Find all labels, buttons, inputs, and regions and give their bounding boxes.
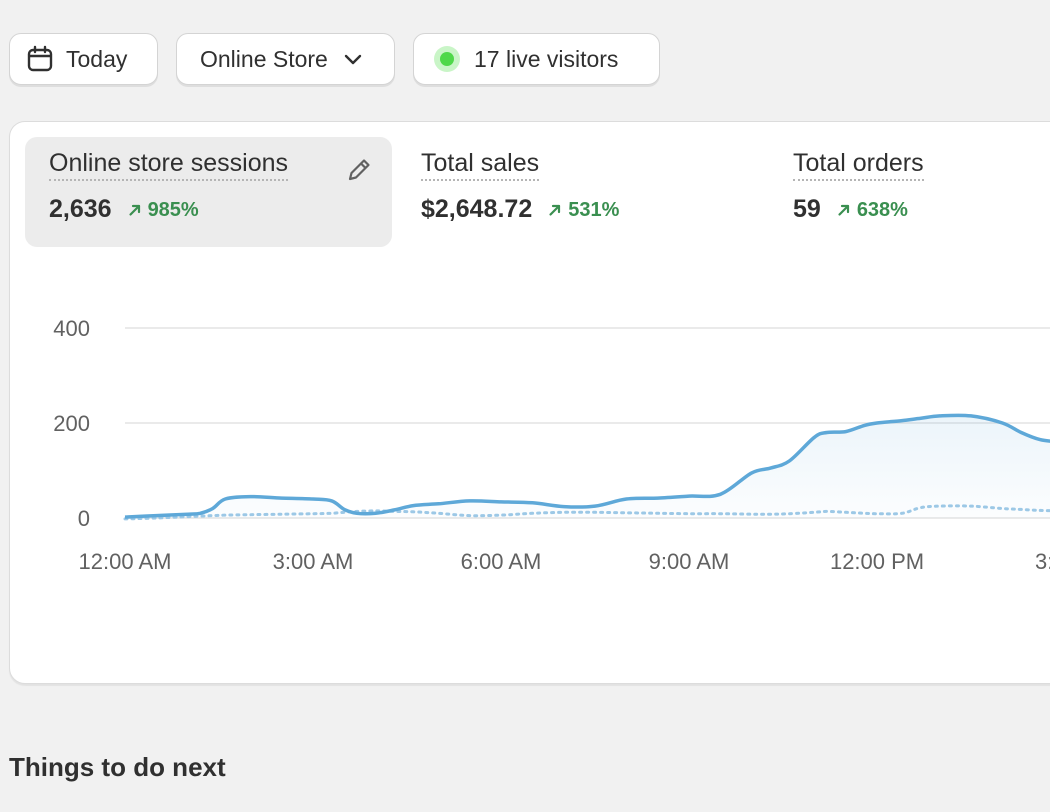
x-tick-label: 3:00 AM — [273, 549, 354, 574]
analytics-card: Online store sessions 2,636 985% Total s… — [9, 121, 1050, 684]
metric-change-value: 531% — [568, 198, 620, 221]
series-area — [125, 415, 1050, 518]
metric-value: 59 — [793, 195, 821, 223]
chevron-down-icon — [344, 54, 362, 65]
pencil-icon[interactable] — [344, 155, 374, 185]
date-filter-label: Today — [66, 45, 128, 72]
y-tick-label: 0 — [78, 506, 90, 531]
metric-change: 531% — [548, 199, 619, 222]
metric-change-value: 638% — [856, 198, 908, 221]
metric-value: 2,636 — [49, 195, 112, 223]
metric-total-sales[interactable]: Total sales $2,648.72 531% — [397, 137, 737, 247]
arrow-up-right-icon — [838, 204, 849, 216]
metric-title: Total orders — [793, 149, 924, 181]
live-indicator-icon — [434, 46, 460, 72]
channel-filter-dropdown[interactable]: Online Store — [176, 33, 395, 85]
x-tick-label: 12:00 PM — [830, 549, 924, 574]
x-tick-label: 12:00 AM — [79, 549, 172, 574]
y-tick-label: 400 — [53, 316, 90, 341]
date-filter-button[interactable]: Today — [9, 33, 158, 85]
metric-change-value: 985% — [147, 198, 199, 221]
metric-sessions[interactable]: Online store sessions 2,636 985% — [25, 137, 392, 247]
x-tick-label: 3:0 — [1035, 549, 1050, 574]
metric-change: 985% — [128, 199, 199, 222]
metric-title: Total sales — [421, 149, 540, 181]
calendar-icon — [27, 45, 53, 72]
y-tick-label: 200 — [53, 411, 90, 436]
x-tick-label: 9:00 AM — [649, 549, 730, 574]
comparison-series-line — [123, 504, 1050, 521]
arrow-up-right-icon — [128, 204, 140, 216]
sessions-series-line — [124, 413, 1050, 519]
metric-total-orders[interactable]: Total orders 59 638% — [769, 137, 1050, 247]
metric-value: $2,648.72 — [421, 195, 533, 223]
live-visitors-label: 17 live visitors — [474, 45, 619, 72]
channel-filter-label: Online Store — [200, 45, 328, 72]
sessions-line-chart: 400 200 0 12:00 AM 3:00 AM 6:00 AM 9:00 AM 12:0… — [53, 316, 1050, 574]
metric-title: Online store sessions — [49, 149, 289, 181]
metric-change: 638% — [837, 199, 908, 222]
things-to-do-next-heading: Things to do next — [9, 752, 226, 782]
x-tick-label: 6:00 AM — [461, 549, 542, 574]
live-visitors-button[interactable]: 17 live visitors — [413, 33, 660, 85]
arrow-up-right-icon — [549, 204, 561, 216]
